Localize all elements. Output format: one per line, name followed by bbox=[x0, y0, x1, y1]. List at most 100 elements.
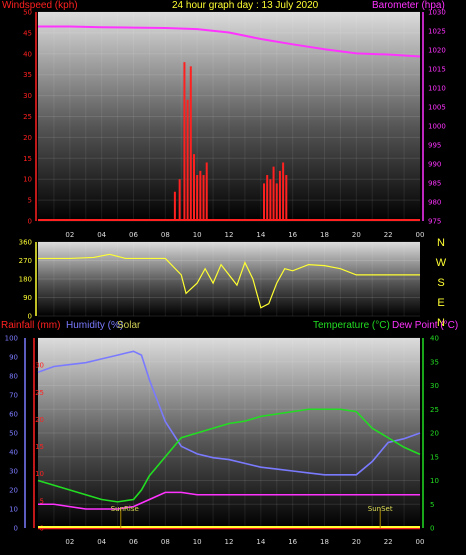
wind-bar bbox=[269, 179, 272, 221]
time-tick: 00 bbox=[416, 231, 425, 239]
barometer-y-tick: 1015 bbox=[428, 66, 446, 74]
rainfall-y-tick: 15 bbox=[35, 443, 44, 451]
barometer-line bbox=[38, 25, 421, 58]
wind-y-tick: 10 bbox=[23, 176, 32, 184]
time-tick-bottom: 10 bbox=[193, 538, 202, 546]
time-tick: 06 bbox=[129, 231, 138, 239]
wind-y-tick: 30 bbox=[23, 92, 32, 100]
wind-y-tick: 50 bbox=[23, 9, 32, 17]
time-tick: 20 bbox=[352, 231, 361, 239]
time-tick: 14 bbox=[256, 231, 265, 239]
wind-y-tick: 5 bbox=[28, 197, 32, 205]
temperature-y-tick: 10 bbox=[430, 477, 439, 485]
temperature-humidity-panel bbox=[38, 338, 420, 528]
barometer-y-tick: 1030 bbox=[428, 9, 446, 17]
time-tick: 18 bbox=[320, 231, 329, 239]
humidity-y-tick: 30 bbox=[9, 468, 18, 476]
humidity-label: Humidity (%) bbox=[66, 320, 124, 331]
wind-bar bbox=[285, 175, 288, 221]
time-tick-bottom: 06 bbox=[129, 538, 138, 546]
time-tick-bottom: 14 bbox=[256, 538, 265, 546]
barometer-y-tick: 995 bbox=[428, 142, 441, 150]
sun-label: SunRise bbox=[111, 505, 139, 513]
humidity-y-tick: 20 bbox=[9, 487, 18, 495]
wind-bar bbox=[205, 162, 208, 221]
compass-label: S bbox=[437, 277, 444, 289]
wind-bar bbox=[275, 183, 278, 221]
wind-bar bbox=[183, 62, 186, 221]
barometer-label: Barometer (hpa) bbox=[372, 0, 445, 11]
wind-direction-panel bbox=[38, 242, 420, 316]
humidity-y-tick: 70 bbox=[9, 392, 18, 400]
temperature-y-tick: 30 bbox=[430, 382, 439, 390]
wind-bar bbox=[189, 66, 192, 221]
temperature-y-tick: 0 bbox=[430, 525, 434, 533]
wind-direction-line bbox=[38, 253, 420, 309]
humidity-y-tick: 100 bbox=[5, 335, 18, 343]
time-tick-bottom: 20 bbox=[352, 538, 361, 546]
temperature-label: Temperature (°C) bbox=[313, 320, 390, 331]
wind-bar bbox=[266, 175, 269, 221]
humidity-y-tick: 60 bbox=[9, 411, 18, 419]
direction-y-tick: 360 bbox=[19, 239, 32, 247]
wind-y-tick: 45 bbox=[23, 29, 32, 37]
chart-title: 24 hour graph day : 13 July 2020 bbox=[172, 0, 319, 11]
barometer-y-tick: 1025 bbox=[428, 28, 446, 36]
wind-bar bbox=[173, 191, 176, 221]
wind-y-tick: 0 bbox=[28, 218, 32, 226]
barometer-y-tick: 1020 bbox=[428, 47, 446, 55]
barometer-y-tick: 1010 bbox=[428, 85, 446, 93]
temperature-y-tick: 35 bbox=[430, 358, 439, 366]
humidity-y-tick: 80 bbox=[9, 373, 18, 381]
temperature-y-tick: 5 bbox=[430, 501, 434, 509]
humidity-line bbox=[37, 350, 421, 476]
wind-bar bbox=[272, 166, 275, 221]
temperature-y-tick: 25 bbox=[430, 406, 439, 414]
rainfall-label: Rainfall (mm) bbox=[1, 320, 61, 331]
time-tick-bottom: 16 bbox=[288, 538, 297, 546]
time-tick-bottom: 04 bbox=[97, 538, 106, 546]
time-tick: 02 bbox=[65, 231, 74, 239]
windspeed-label: Windspeed (kph) bbox=[2, 0, 78, 11]
temperature-y-tick: 20 bbox=[430, 430, 439, 438]
wind-barometer-panel bbox=[38, 12, 420, 221]
wind-bar bbox=[263, 183, 266, 221]
wind-y-tick: 25 bbox=[23, 113, 32, 121]
compass-label: W bbox=[436, 257, 447, 269]
humidity-y-tick: 0 bbox=[14, 525, 18, 533]
wind-bar bbox=[192, 154, 195, 221]
time-tick-bottom: 18 bbox=[320, 538, 329, 546]
wind-bar bbox=[282, 162, 285, 221]
humidity-y-tick: 90 bbox=[9, 354, 18, 362]
temperature-y-tick: 15 bbox=[430, 453, 439, 461]
compass-label: N bbox=[437, 317, 445, 329]
solar-label: Solar bbox=[117, 320, 141, 331]
barometer-y-tick: 975 bbox=[428, 218, 441, 226]
direction-y-tick: 90 bbox=[23, 294, 32, 302]
time-tick: 10 bbox=[193, 231, 202, 239]
time-tick: 16 bbox=[288, 231, 297, 239]
rainfall-y-tick: 20 bbox=[35, 416, 44, 424]
rainfall-y-tick: 30 bbox=[35, 362, 44, 370]
time-tick: 22 bbox=[384, 231, 393, 239]
rainfall-y-tick: 10 bbox=[35, 470, 44, 478]
wind-bar bbox=[202, 175, 205, 221]
wind-y-tick: 15 bbox=[23, 155, 32, 163]
time-tick-bottom: 02 bbox=[65, 538, 74, 546]
temperature-line bbox=[37, 408, 421, 503]
temperature-y-tick: 40 bbox=[430, 335, 439, 343]
time-tick: 04 bbox=[97, 231, 106, 239]
rainfall-y-tick: 5 bbox=[40, 497, 44, 505]
time-tick-bottom: 00 bbox=[416, 538, 425, 546]
time-tick: 08 bbox=[161, 231, 170, 239]
barometer-y-tick: 1000 bbox=[428, 123, 446, 131]
time-tick-bottom: 22 bbox=[384, 538, 393, 546]
dewpoint-label: Dew Point (°C) bbox=[392, 320, 459, 331]
wind-bar bbox=[196, 175, 199, 221]
compass-label: N bbox=[437, 237, 445, 249]
dew-line bbox=[38, 491, 420, 510]
time-tick-bottom: 12 bbox=[225, 538, 234, 546]
direction-y-tick: 270 bbox=[19, 257, 32, 265]
time-tick: 12 bbox=[225, 231, 234, 239]
